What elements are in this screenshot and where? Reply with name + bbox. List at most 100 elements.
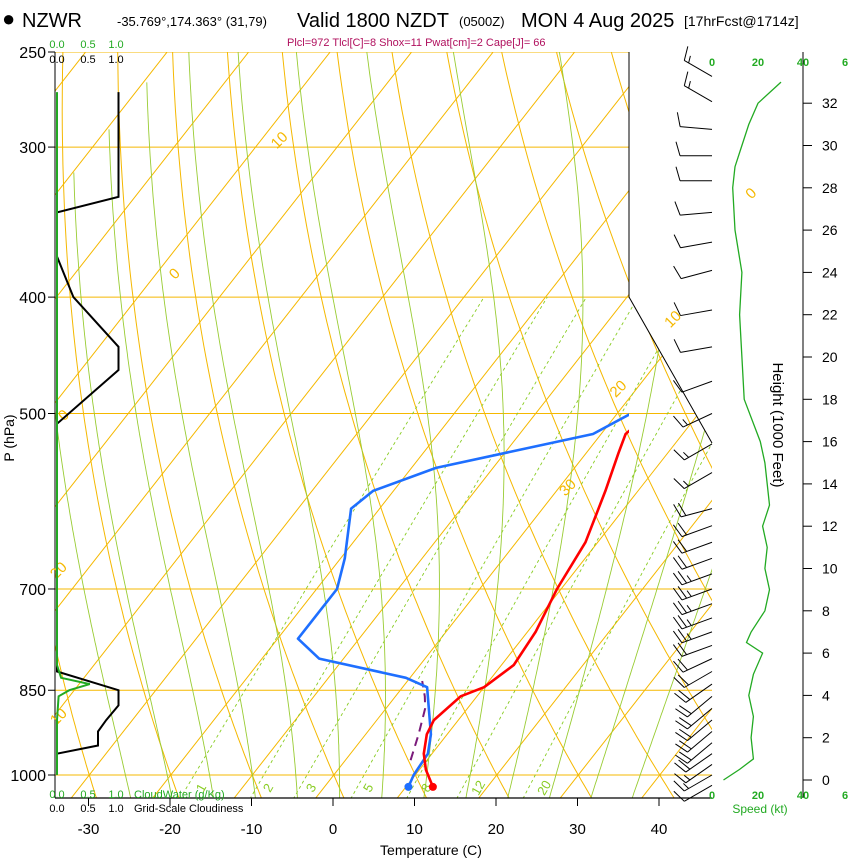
wind-barb: [673, 443, 713, 461]
wind-barb-half-feather: [683, 783, 689, 789]
wind-barb-half-feather: [688, 81, 691, 89]
moist-adiabat-line: [73, 172, 177, 798]
mixing-ratio-line: [444, 296, 712, 798]
moist-adiabat-line: [293, 52, 386, 798]
wind-barb-feather: [677, 522, 688, 536]
temperature-tick-label: 30: [569, 821, 586, 838]
isotherm-line: [542, 52, 712, 798]
wind-barb-staff: [681, 525, 713, 538]
wind-barb-feather: [672, 541, 683, 554]
wind-barb-staff: [687, 719, 713, 742]
height-tick-label: 20: [822, 349, 838, 365]
wind-barb-feather: [678, 717, 692, 727]
cloud-water-tick-label-bottom: 0.0: [49, 789, 64, 801]
height-tick-label: 0: [822, 772, 830, 788]
wind-barb-feather: [673, 415, 684, 428]
wind-barb-half-feather: [686, 575, 692, 582]
temperature-tick-label: -30: [78, 821, 100, 838]
wind-barb: [683, 46, 713, 77]
wind-barb-feather: [678, 740, 692, 750]
station-name: NZWR: [22, 10, 82, 32]
dry-adiabat-line: [334, 52, 606, 798]
wind-barb-feather: [673, 780, 685, 792]
temperature-axis-label: Temperature (C): [380, 842, 482, 858]
wind-barb: [672, 615, 713, 630]
isotherm-label: 10: [47, 705, 71, 729]
dry-adiabat-line: [388, 52, 689, 798]
dry-adiabat-line: [225, 52, 439, 798]
pressure-axis-label: P (hPa): [1, 414, 17, 461]
pressure-tick-label: 500: [19, 407, 46, 424]
temperature-tick-label: 0: [329, 821, 337, 838]
wind-barb-staff: [680, 346, 713, 353]
wind-barb-staff: [681, 573, 713, 586]
parcel-line: [409, 680, 427, 761]
dry-adiabat-line: [279, 52, 522, 798]
height-tick-label: 24: [822, 264, 838, 280]
speed-tick-label-bottom: 20: [752, 790, 764, 802]
isotherm-line: [55, 52, 674, 798]
moist-adiabat-line: [583, 52, 712, 798]
wind-barb-feather: [673, 478, 685, 489]
wind-barb-staff: [687, 742, 713, 764]
cloudiness-tick-label-top: 0.0: [49, 54, 64, 66]
wind-barb-staff: [681, 557, 713, 570]
wind-barb-feather: [677, 555, 688, 568]
wind-barb-staff: [687, 707, 713, 730]
wind-barb-feather: [683, 71, 689, 86]
temperature-tick-label: 40: [651, 821, 668, 838]
isotherm-line: [55, 52, 511, 798]
wind-barb-staff: [687, 695, 713, 718]
isotherm-line: [216, 52, 712, 798]
wind-barb-feather: [675, 732, 688, 742]
wind-barb-staff: [685, 753, 713, 773]
mixing-ratio-label: 20: [534, 778, 554, 798]
wind-barb-feather: [672, 616, 683, 630]
speed-tick-label-top: 20: [752, 57, 764, 69]
dry-adiabat-line: [496, 52, 712, 798]
valid-time-utc: (0500Z): [459, 14, 505, 29]
moist-adiabat-line: [187, 52, 299, 798]
wind-barb-feather: [673, 339, 681, 353]
wind-barb-feather: [677, 571, 688, 584]
mixing-ratio-line: [280, 296, 587, 798]
valid-date: MON 4 Aug 2025: [521, 10, 675, 32]
wind-barb-feather: [674, 692, 687, 703]
wind-barb-feather: [676, 112, 681, 127]
wind-barb-feather: [673, 449, 685, 461]
wind-barb: [673, 671, 713, 688]
wind-barb-staff: [680, 211, 713, 216]
wind-barb-feather: [678, 728, 692, 738]
height-tick-label: 18: [822, 391, 838, 407]
surface-dewpoint-dot: [404, 782, 413, 791]
wind-barb: [672, 586, 713, 601]
mixing-ratio-label: 5: [360, 781, 377, 795]
wind-barb: [673, 265, 713, 280]
wind-speed-line: [723, 81, 782, 781]
dry-adiabat-line: [550, 52, 712, 798]
pressure-tick-label: 400: [19, 290, 46, 307]
cloudiness-tick-label-bottom: 0.0: [49, 803, 64, 815]
wind-barb-staff: [682, 413, 713, 428]
moist-adiabat-line: [55, 219, 136, 798]
mixing-ratio-label: 3: [303, 781, 320, 795]
wind-barb-staff: [681, 603, 713, 616]
wind-barb: [675, 719, 713, 742]
wind-barb-staff: [684, 472, 713, 490]
dry-adiabat-line: [442, 52, 712, 798]
wind-barb-staff: [681, 588, 713, 601]
wind-barb: [675, 166, 712, 182]
wind-barb-staff: [682, 658, 713, 673]
wind-barb-feather: [672, 644, 683, 657]
wind-barb-staff: [680, 309, 713, 317]
wind-barb-staff: [684, 671, 713, 688]
wind-barb-feather: [675, 141, 681, 156]
cloudiness-tick-label-bottom: 1.0: [108, 803, 123, 815]
wind-barb-staff: [680, 269, 713, 280]
station-coords: -35.769°,174.363° (31,79): [117, 14, 267, 29]
isotherm-line: [55, 52, 592, 798]
wind-barb: [674, 683, 713, 703]
wind-barb-feather: [672, 572, 683, 586]
wind-barb: [673, 658, 713, 673]
